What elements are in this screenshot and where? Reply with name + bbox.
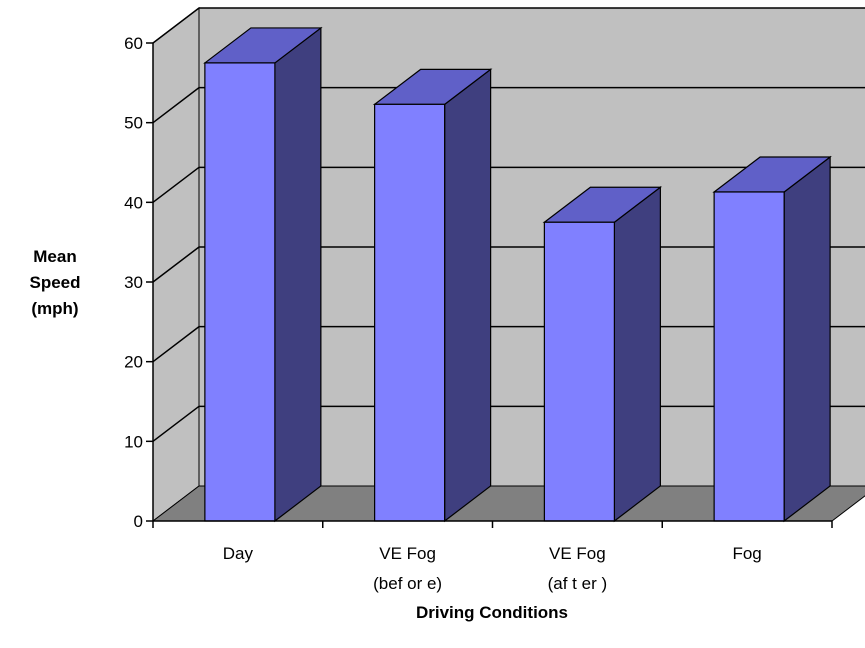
x-tick-label: Day bbox=[223, 544, 254, 563]
bar bbox=[203, 26, 323, 523]
y-tick-label: 10 bbox=[124, 432, 143, 451]
x-tick-label: VE Fog (af t er ) bbox=[548, 544, 608, 593]
bar-side bbox=[274, 26, 322, 523]
y-tick-label: 30 bbox=[124, 273, 143, 292]
gridline bbox=[152, 86, 865, 124]
x-category-labels: Day VE Fog (bef or e) VE Fog (af t er ) Fog bbox=[223, 544, 762, 593]
bar-side bbox=[613, 186, 661, 523]
bar bbox=[542, 186, 663, 523]
bar-front bbox=[713, 191, 785, 522]
bar-side bbox=[444, 68, 492, 523]
gridline bbox=[152, 166, 865, 203]
x-tick-label: VE Fog (bef or e) bbox=[373, 544, 442, 593]
bar bbox=[712, 155, 832, 523]
bar-side bbox=[783, 155, 831, 523]
x-axis-title: Driving Conditions bbox=[416, 603, 568, 622]
bar bbox=[372, 68, 493, 523]
y-tick-label: 40 bbox=[124, 193, 143, 212]
y-tick-labels: 0 10 20 30 40 50 60 bbox=[124, 34, 143, 531]
x-tick-label: Fog bbox=[732, 544, 761, 563]
bars bbox=[203, 26, 832, 523]
y-tick-label: 50 bbox=[124, 114, 143, 133]
y-tick-label: 60 bbox=[124, 34, 143, 53]
bar-front bbox=[543, 221, 615, 522]
bar-front bbox=[204, 62, 276, 522]
y-tick-label: 20 bbox=[124, 353, 143, 372]
y-axis-title: Mean Speed (mph) bbox=[29, 247, 80, 318]
axes bbox=[146, 42, 833, 528]
bar-front bbox=[374, 103, 446, 522]
y-axis-title-text: Mean Speed (mph) bbox=[29, 247, 80, 318]
y-tick-label: 0 bbox=[134, 512, 143, 531]
gridline bbox=[152, 7, 865, 44]
